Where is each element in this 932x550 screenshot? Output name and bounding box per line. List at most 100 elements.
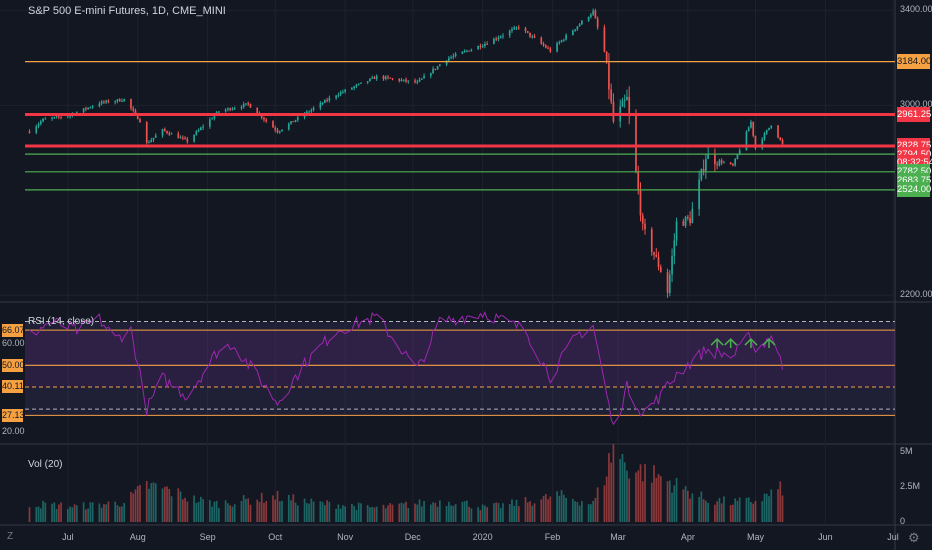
candle: [114, 101, 117, 103]
candle: [603, 27, 606, 52]
candle: [116, 99, 119, 102]
chart-title: S&P 500 E-mini Futures, 1D, CME_MINI: [28, 5, 226, 17]
candle: [605, 51, 608, 63]
candle: [770, 125, 773, 128]
volume-bar: [98, 503, 101, 522]
volume-bar: [357, 502, 360, 522]
volume-bar: [763, 493, 766, 522]
volume-bar: [400, 502, 403, 522]
candle: [265, 119, 268, 122]
candle: [209, 119, 211, 127]
candle: [107, 100, 110, 103]
volume-bar: [197, 501, 200, 522]
candle: [263, 117, 265, 120]
volume-bar: [761, 501, 764, 522]
volume-bar: [326, 500, 328, 522]
candle: [200, 127, 202, 130]
volume-bar: [134, 489, 137, 522]
volume-bar: [689, 498, 691, 522]
price-tag: 2961.25: [897, 107, 932, 123]
volume-bar: [508, 504, 511, 522]
volume-bar: [391, 504, 394, 522]
volume-bar: [242, 495, 245, 522]
volume-bar: [382, 504, 385, 522]
candle: [707, 154, 709, 160]
volume-bar: [355, 509, 358, 522]
candle: [608, 62, 610, 90]
volume-bar: [44, 502, 47, 522]
candle: [118, 99, 121, 102]
candle: [558, 42, 561, 44]
candle: [134, 110, 137, 114]
candle: [517, 27, 520, 29]
volume-bar: [53, 502, 56, 522]
volume-bar: [592, 500, 594, 522]
volume-bar: [702, 499, 705, 522]
volume-bar: [276, 491, 279, 522]
gear-icon[interactable]: ⚙: [908, 530, 920, 545]
volume-bar: [272, 495, 274, 522]
volume-bar: [218, 508, 220, 522]
candle: [247, 103, 250, 105]
volume-bar: [594, 497, 597, 522]
candle: [53, 117, 56, 119]
candle: [668, 274, 671, 293]
candle: [145, 122, 148, 143]
volume-bar: [321, 501, 324, 522]
candle: [391, 78, 394, 80]
candle: [526, 31, 529, 33]
candle: [139, 119, 141, 123]
volume-bar: [515, 499, 518, 522]
candle: [87, 107, 89, 110]
volume-bar: [181, 499, 184, 522]
candle: [628, 96, 631, 116]
volume-bar: [39, 508, 42, 522]
volume-bar: [184, 497, 186, 522]
volume-bar: [407, 508, 410, 522]
candle: [123, 98, 126, 101]
volume-bar: [659, 476, 662, 522]
candle: [150, 139, 153, 143]
rsi-line: [29, 311, 783, 426]
candle: [193, 134, 195, 142]
candle: [513, 27, 516, 30]
volume-bar: [71, 507, 74, 522]
candle: [750, 121, 752, 128]
z-button[interactable]: Z: [6, 531, 14, 542]
volume-bar: [626, 470, 628, 522]
volume-bar: [353, 505, 356, 522]
volume-bar: [335, 508, 337, 522]
candle: [531, 36, 534, 38]
volume-bar: [517, 506, 520, 522]
volume-bar: [103, 504, 105, 522]
volume-bar: [732, 504, 734, 522]
candle: [98, 103, 101, 107]
candle: [781, 140, 784, 144]
volume-bar: [57, 504, 60, 522]
candle: [765, 130, 768, 134]
volume-bar: [89, 502, 92, 522]
candle: [272, 121, 274, 128]
price-tick-label: 3400.00: [900, 4, 932, 15]
candle: [450, 57, 452, 59]
volume-bar: [193, 495, 195, 522]
rsi-axis-label: 20.00: [2, 425, 25, 436]
volume-bar: [590, 504, 592, 522]
candle: [312, 107, 315, 110]
volume-bar: [432, 502, 434, 522]
candle: [310, 109, 313, 112]
candle: [486, 43, 489, 45]
volume-bar: [736, 500, 739, 522]
volume-bar: [723, 496, 725, 522]
candle: [197, 129, 200, 132]
candle: [716, 164, 718, 166]
candle: [529, 32, 531, 37]
volume-bar: [114, 501, 117, 522]
volume-bar: [303, 498, 306, 522]
candle: [468, 50, 470, 52]
volume-bar: [369, 507, 371, 522]
candle: [720, 160, 723, 163]
candle: [242, 103, 245, 108]
volume-bar: [581, 501, 583, 522]
